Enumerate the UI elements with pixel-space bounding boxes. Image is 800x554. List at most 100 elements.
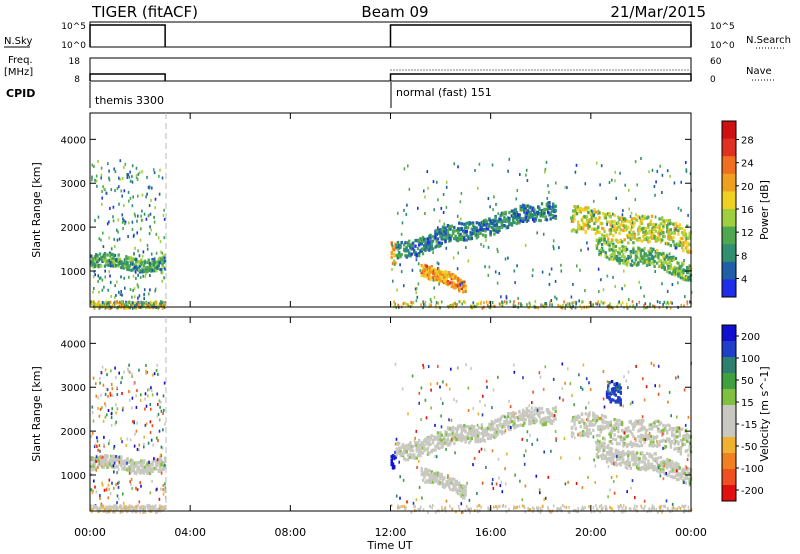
heatmap-cell xyxy=(688,264,691,268)
heatmap-cell xyxy=(102,245,105,249)
heatmap-cell xyxy=(672,222,675,226)
heatmap-cell xyxy=(456,236,460,240)
heatmap-cell xyxy=(480,423,484,427)
heatmap-cell xyxy=(138,500,141,504)
heatmap-cell xyxy=(418,444,421,448)
heatmap-cell xyxy=(541,270,544,274)
heatmap-cell xyxy=(652,247,655,251)
heatmap-cell xyxy=(624,443,627,447)
heatmap-cell xyxy=(454,283,457,287)
heatmap-cell xyxy=(593,415,596,419)
heatmap-cell xyxy=(640,443,644,448)
heatmap-cell xyxy=(120,275,122,279)
heatmap-cell xyxy=(645,260,649,264)
heatmap-cell xyxy=(476,232,480,236)
heatmap-cell xyxy=(133,212,136,216)
heatmap-cell xyxy=(132,506,135,510)
heatmap-cell xyxy=(463,427,466,431)
heatmap-cell xyxy=(98,276,101,280)
heatmap-cell xyxy=(440,228,443,232)
heatmap-cell xyxy=(673,437,676,441)
heatmap-cell xyxy=(131,258,134,262)
heatmap-cell xyxy=(635,465,639,469)
heatmap-cell xyxy=(162,428,164,432)
heatmap-cell xyxy=(135,507,137,511)
heatmap-cell xyxy=(671,283,674,286)
heatmap-cell xyxy=(149,288,151,292)
heatmap-cell xyxy=(629,215,632,218)
heatmap-cell xyxy=(421,471,425,475)
heatmap-cell xyxy=(496,426,500,430)
heatmap-cell xyxy=(564,306,566,310)
heatmap-cell xyxy=(140,505,142,509)
heatmap-cell xyxy=(592,428,595,432)
heatmap-cell xyxy=(654,223,658,227)
heatmap-cell xyxy=(520,208,524,212)
heatmap-cell xyxy=(523,204,526,208)
heatmap-cell xyxy=(637,215,640,219)
heatmap-cell xyxy=(491,427,495,431)
heatmap-cell xyxy=(663,267,666,271)
heatmap-cell xyxy=(653,464,656,468)
heatmap-cell xyxy=(164,482,166,486)
heatmap-cell xyxy=(666,269,669,274)
heatmap-cell xyxy=(463,491,466,495)
heatmap-cell xyxy=(552,407,555,411)
heatmap-cell xyxy=(110,423,113,427)
heatmap-cell xyxy=(489,436,492,440)
heatmap-cell xyxy=(494,219,497,223)
heatmap-cell xyxy=(493,195,495,199)
heatmap-cell xyxy=(451,425,455,429)
heatmap-cell xyxy=(472,301,475,305)
heatmap-cell xyxy=(530,406,534,410)
heatmap-cell xyxy=(643,499,646,503)
heatmap-cell xyxy=(596,439,599,443)
heatmap-cell xyxy=(659,468,663,472)
heatmap-cell xyxy=(602,301,604,305)
heatmap-cell xyxy=(652,222,655,227)
heatmap-cell xyxy=(139,481,141,485)
heatmap-cell xyxy=(638,444,641,448)
heatmap-cell xyxy=(573,217,576,221)
heatmap-cell xyxy=(524,243,527,247)
heatmap-cell xyxy=(615,418,619,422)
heatmap-cell xyxy=(624,183,626,187)
heatmap-cell xyxy=(424,473,427,477)
heatmap-cell xyxy=(600,428,604,432)
heatmap-cell xyxy=(431,438,435,442)
heatmap-cell xyxy=(117,218,119,222)
heatmap-cell xyxy=(431,247,435,251)
heatmap-cell xyxy=(121,177,124,180)
heatmap-cell xyxy=(572,219,575,223)
heatmap-cell xyxy=(101,365,104,369)
heatmap-cell xyxy=(119,159,122,163)
heatmap-cell xyxy=(140,258,143,262)
heatmap-cell xyxy=(399,448,402,452)
heatmap-cell xyxy=(497,375,499,379)
heatmap-cell xyxy=(687,250,690,254)
heatmap-cell xyxy=(549,211,552,215)
heatmap-cell xyxy=(433,295,436,299)
heatmap-cell xyxy=(648,253,651,257)
heatmap-cell xyxy=(436,479,440,483)
heatmap-cell xyxy=(468,425,471,429)
heatmap-cell xyxy=(161,467,164,472)
heatmap-cell xyxy=(684,246,688,250)
heatmap-cell xyxy=(628,236,631,240)
heatmap-cell xyxy=(583,223,586,227)
heatmap-cell xyxy=(510,426,512,429)
heatmap-cell xyxy=(575,163,578,167)
heatmap-cell xyxy=(118,185,120,189)
heatmap-cell xyxy=(444,226,447,230)
heatmap-cell xyxy=(110,261,113,265)
heatmap-cell xyxy=(137,172,140,176)
heatmap-cell xyxy=(429,298,432,301)
heatmap-cell xyxy=(431,441,435,445)
heatmap-cell xyxy=(90,300,92,304)
heatmap-cell xyxy=(430,300,433,304)
heatmap-cell xyxy=(659,238,663,242)
heatmap-cell xyxy=(584,230,587,234)
heatmap-cell xyxy=(444,239,447,243)
nsky-interval-0 xyxy=(89,24,166,47)
heatmap-cell xyxy=(609,423,612,427)
